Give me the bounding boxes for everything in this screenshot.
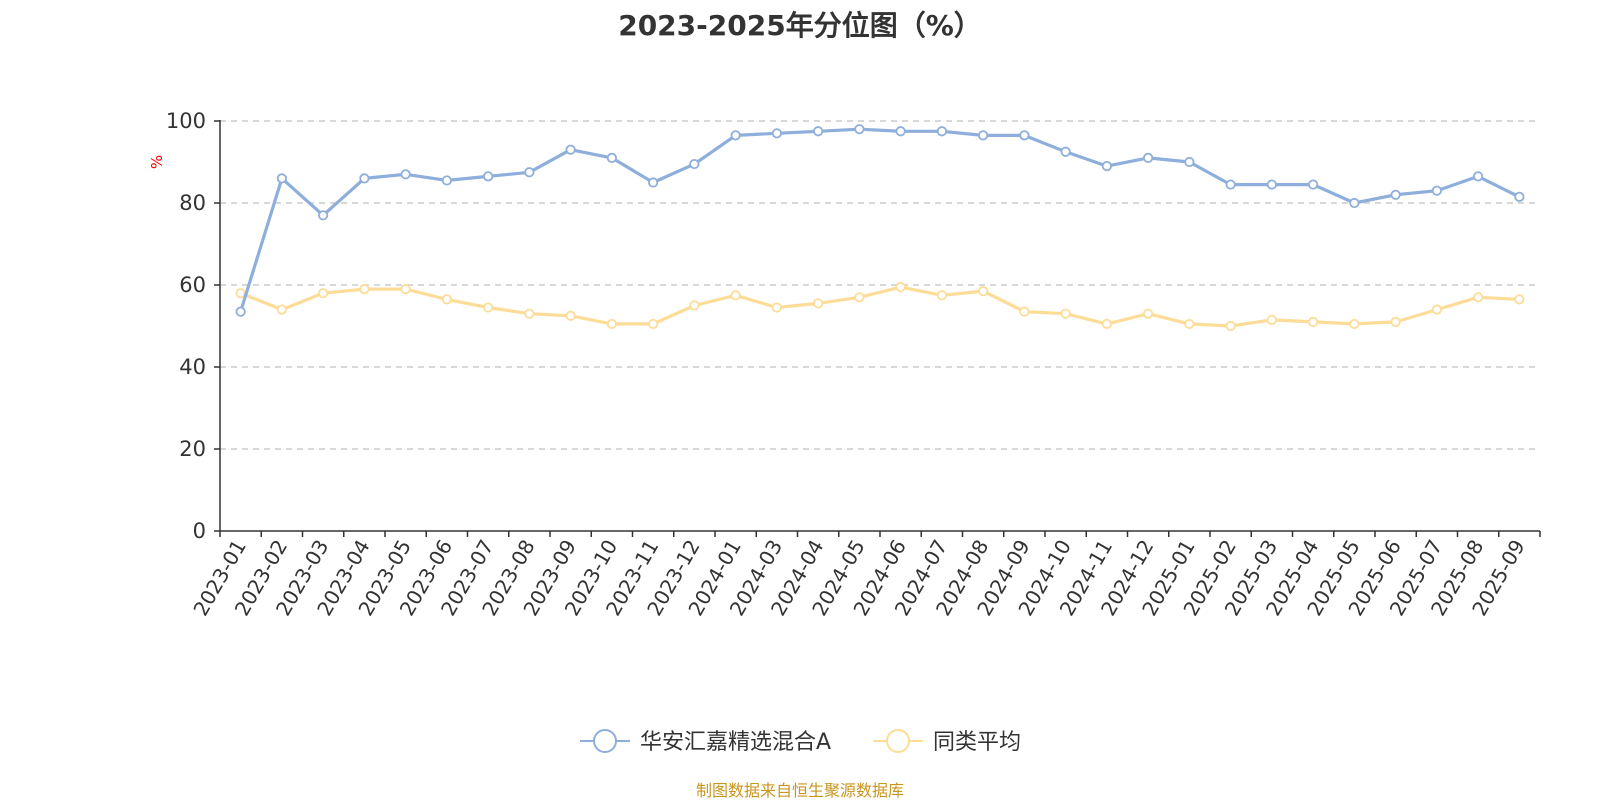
- data-point: [978, 286, 989, 297]
- legend-marker: [886, 729, 910, 753]
- data-point: [606, 318, 617, 330]
- data-point: [1349, 318, 1360, 330]
- data-point: [1143, 152, 1154, 163]
- data-point: [1184, 318, 1195, 330]
- legend-marker: [593, 729, 617, 753]
- source-note: 制图数据来自恒生聚源数据库: [695, 781, 904, 800]
- data-point: [1473, 292, 1484, 303]
- data-point: [565, 310, 576, 321]
- data-point: [1266, 314, 1277, 325]
- data-point: [483, 171, 494, 182]
- data-point: [854, 124, 865, 135]
- y-tick-label: 80: [179, 191, 206, 215]
- data-point: [400, 169, 411, 180]
- data-point: [1060, 146, 1071, 157]
- data-point: [318, 288, 329, 299]
- data-point: [689, 158, 700, 170]
- data-point: [1514, 191, 1525, 202]
- data-point: [730, 290, 741, 301]
- series-line: [239, 127, 1522, 314]
- data-point: [359, 173, 370, 184]
- series-line: [239, 285, 1522, 328]
- data-point: [524, 167, 535, 178]
- y-axis-label: %: [148, 155, 166, 169]
- data-point: [936, 126, 947, 137]
- data-point: [1019, 306, 1030, 317]
- data-point: [276, 173, 287, 184]
- data-point: [730, 130, 741, 141]
- data-point: [235, 288, 246, 299]
- data-point: [400, 283, 411, 295]
- data-point: [771, 128, 782, 139]
- data-point: [1101, 161, 1112, 172]
- data-point: [1431, 185, 1442, 196]
- data-point: [1060, 308, 1071, 319]
- legend-label: 华安汇嘉精选混合A: [640, 730, 831, 755]
- data-point: [359, 283, 370, 295]
- data-point: [895, 281, 906, 293]
- data-point: [1101, 318, 1112, 330]
- data-point: [565, 144, 576, 155]
- data-point: [1225, 320, 1236, 332]
- y-tick-label: 60: [179, 273, 206, 297]
- data-point: [1349, 197, 1360, 209]
- y-tick-label: 0: [193, 519, 206, 543]
- data-point: [1308, 316, 1319, 327]
- data-point: [483, 302, 494, 313]
- data-point: [1266, 179, 1277, 190]
- data-point: [689, 300, 700, 311]
- data-point: [813, 126, 824, 137]
- data-point: [854, 292, 865, 303]
- data-point: [1473, 171, 1484, 182]
- data-point: [1390, 189, 1401, 200]
- data-point: [1431, 304, 1442, 315]
- data-point: [1225, 179, 1236, 190]
- data-point: [235, 306, 246, 317]
- y-tick-label: 100: [166, 109, 206, 133]
- data-point: [648, 177, 659, 188]
- data-point: [1019, 130, 1030, 141]
- y-tick-label: 20: [179, 437, 206, 461]
- data-point: [606, 152, 617, 163]
- data-point: [771, 302, 782, 313]
- chart-title: 2023-2025年分位图（%）: [618, 9, 982, 42]
- legend-label: 同类平均: [933, 730, 1021, 755]
- data-point: [895, 126, 906, 137]
- data-point: [441, 294, 452, 305]
- data-point: [1184, 156, 1195, 168]
- data-point: [1390, 316, 1401, 327]
- data-point: [318, 210, 329, 221]
- data-point: [276, 304, 287, 315]
- data-point: [648, 318, 659, 330]
- data-point: [1143, 308, 1154, 319]
- data-point: [1308, 179, 1319, 190]
- data-point: [978, 130, 989, 141]
- data-point: [813, 298, 824, 309]
- data-point: [441, 175, 452, 186]
- data-point: [1514, 294, 1525, 305]
- data-point: [524, 308, 535, 319]
- y-tick-label: 40: [179, 355, 206, 379]
- data-point: [936, 290, 947, 301]
